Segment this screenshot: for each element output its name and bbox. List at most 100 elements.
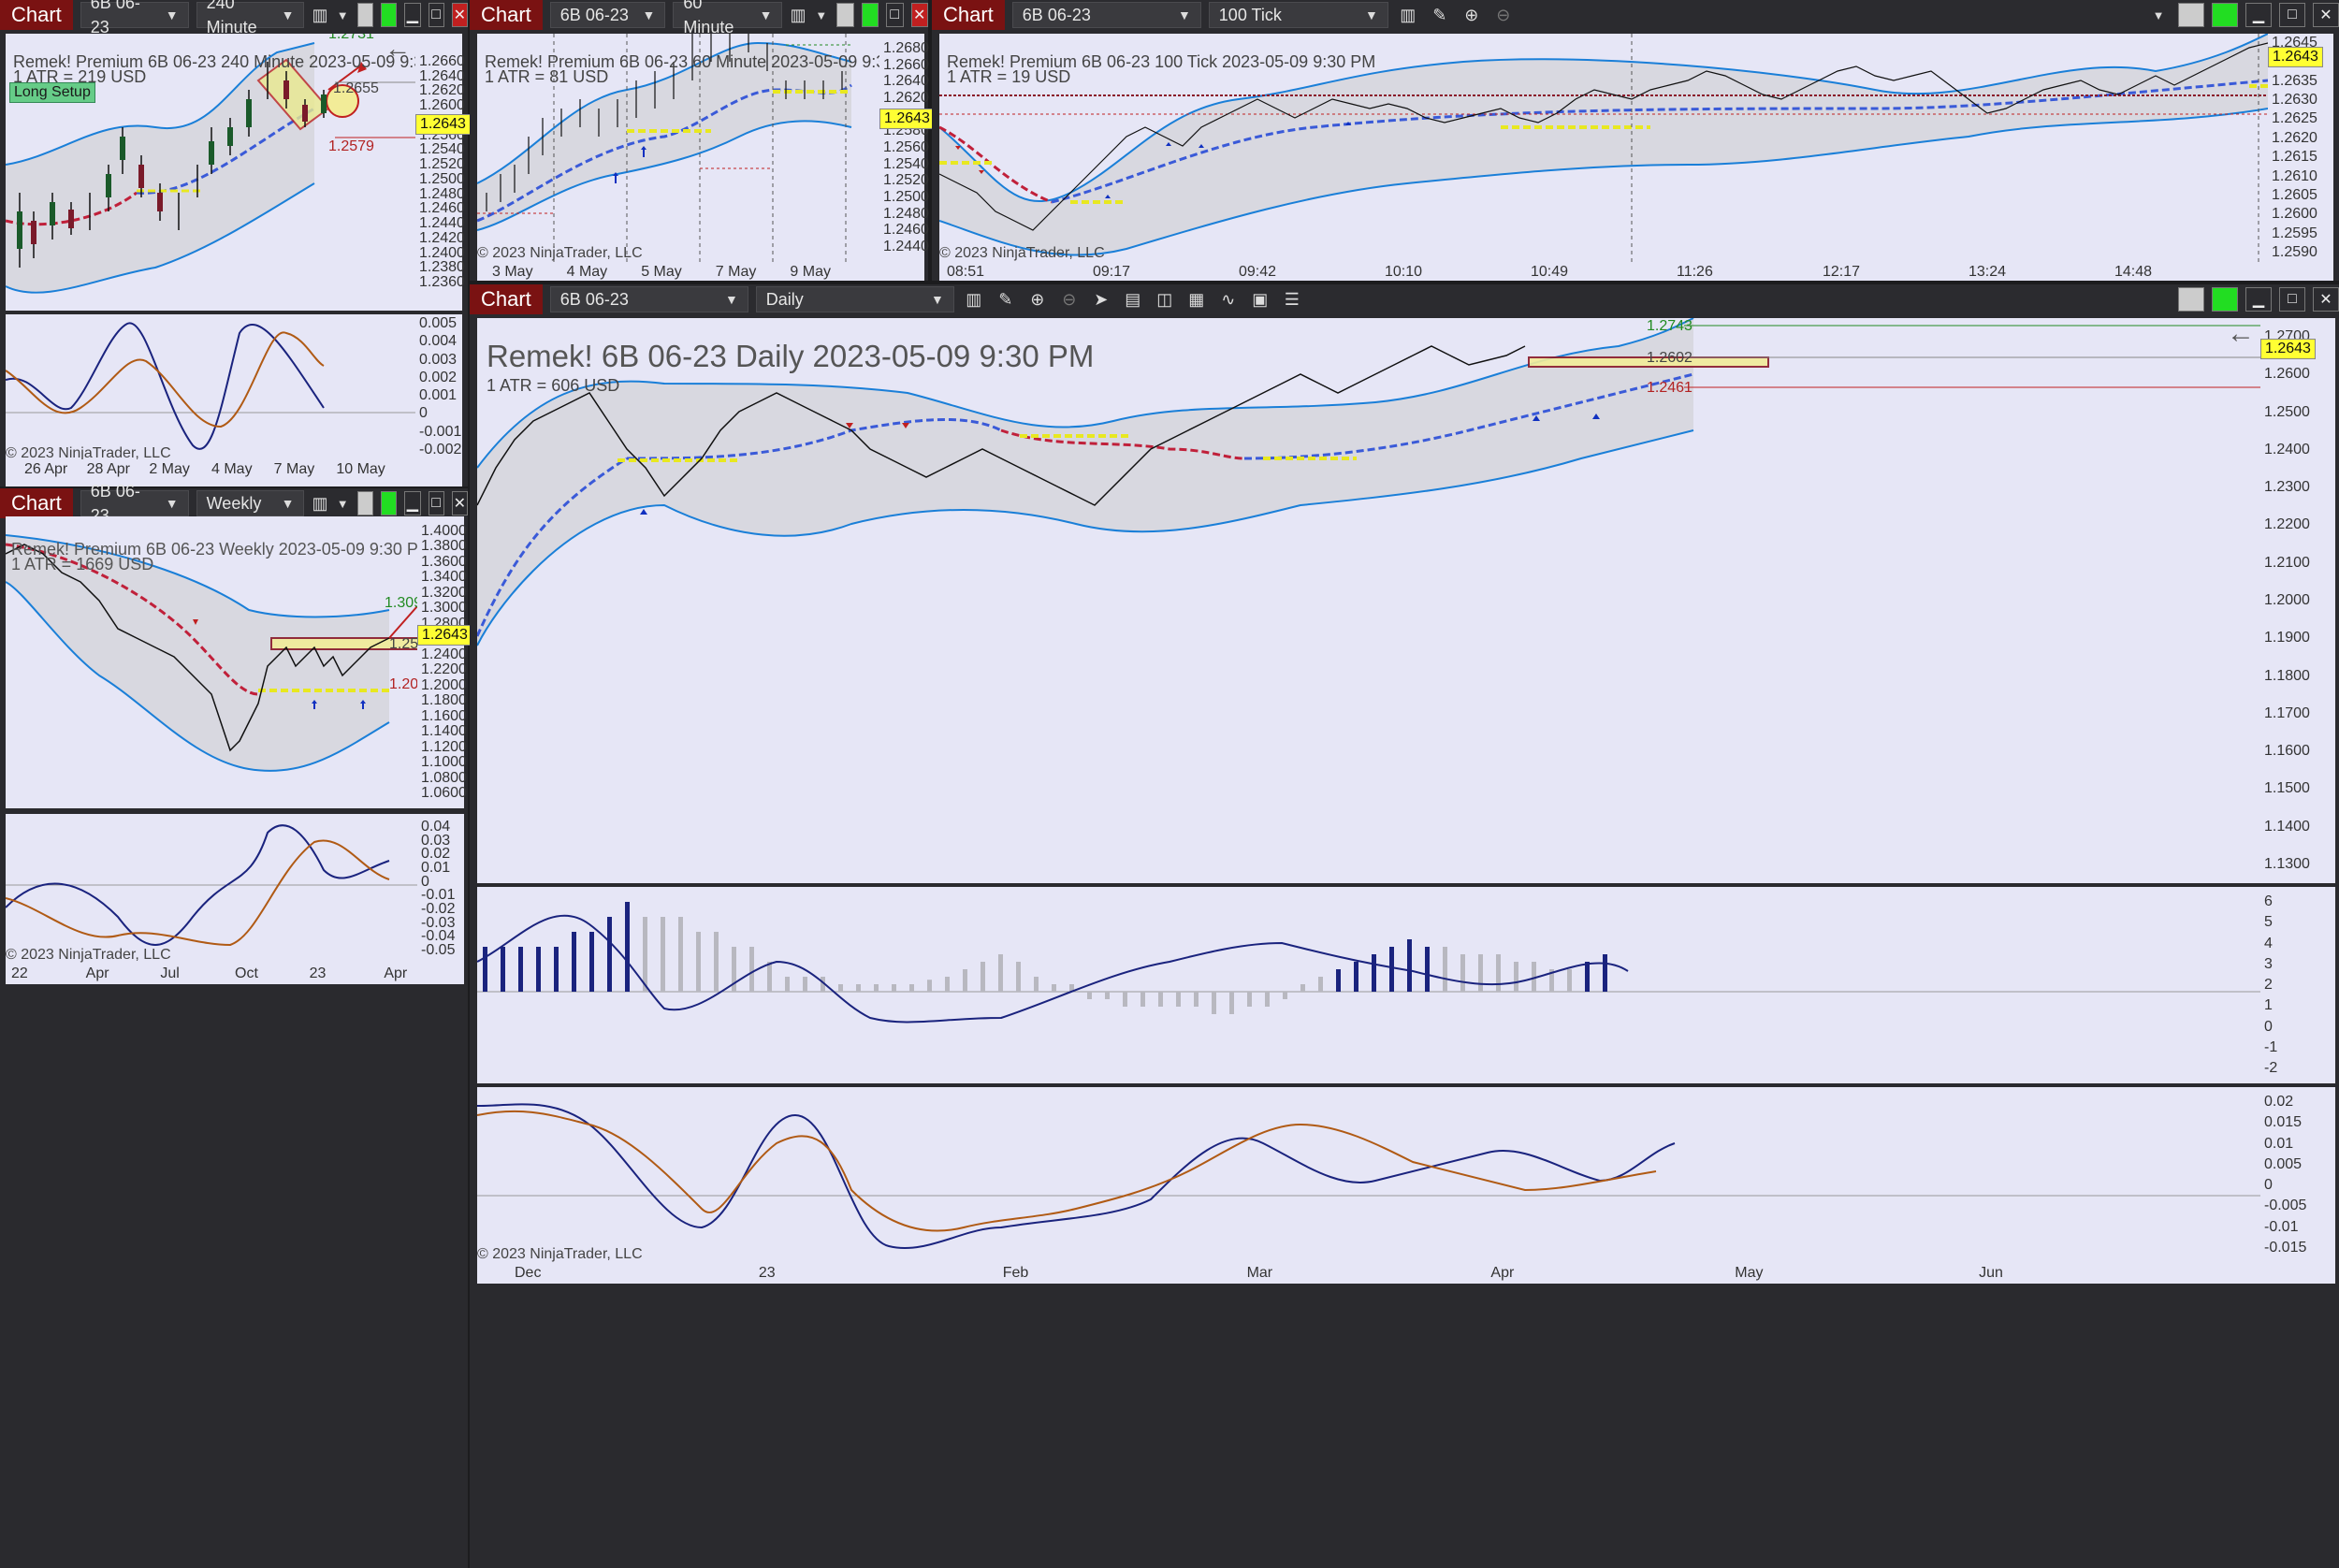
data-box-icon[interactable]: ▤ bbox=[1125, 289, 1141, 309]
y-tick-label: 1.2610 bbox=[2272, 167, 2317, 184]
chart-label[interactable]: Chart bbox=[470, 284, 543, 314]
y-tick-label: 1.2560 bbox=[883, 139, 929, 155]
window-linking-icon[interactable] bbox=[356, 3, 373, 27]
zoom-out-icon[interactable]: ⊖ bbox=[1496, 5, 1511, 24]
copyright-text: © 2023 NinjaTrader, LLC bbox=[6, 947, 171, 963]
chart-label[interactable]: Chart bbox=[0, 488, 73, 518]
pointer-icon[interactable]: ➤ bbox=[1094, 289, 1109, 309]
chart-label[interactable]: Chart bbox=[0, 0, 73, 30]
bar-type-icon[interactable]: ▥ bbox=[966, 289, 982, 309]
close-icon[interactable]: ✕ bbox=[2313, 287, 2339, 312]
instrument-value: 6B 06-23 bbox=[559, 290, 629, 309]
bar-type-icon[interactable]: ▥ bbox=[312, 493, 328, 513]
maximize-icon[interactable]: □ bbox=[428, 3, 444, 27]
link-color-icon[interactable] bbox=[381, 3, 398, 27]
y-tick-label: 1.2000 bbox=[2264, 592, 2310, 608]
histogram-bar bbox=[1123, 992, 1127, 1007]
price-panel[interactable]: Remek! Premium 6B 06-23 100 Tick 2023-05… bbox=[939, 34, 2268, 262]
instrument-selector[interactable]: 6B 06-23 ▼ bbox=[549, 286, 748, 312]
maximize-icon[interactable]: □ bbox=[428, 491, 444, 515]
maximize-icon[interactable]: □ bbox=[2279, 287, 2305, 312]
draw-tool-icon[interactable]: ✎ bbox=[998, 289, 1013, 309]
y-tick-label: 1.2600 bbox=[2272, 206, 2317, 223]
price-axis[interactable]: 1.2700 1.2600 1.2500 1.2400 1.2300 1.2200 1.21… bbox=[2260, 318, 2335, 883]
instrument-selector[interactable]: 6B 06-23 ▼ bbox=[80, 482, 189, 525]
maximize-icon[interactable]: □ bbox=[2279, 3, 2305, 27]
oscillator-chart bbox=[6, 824, 417, 947]
period-selector[interactable]: Daily ▼ bbox=[755, 286, 954, 312]
back-arrow-icon[interactable]: ← bbox=[385, 34, 411, 63]
minimize-icon[interactable]: ▁ bbox=[404, 491, 421, 515]
histogram-bar bbox=[1265, 992, 1270, 1007]
minimize-icon[interactable]: ▁ bbox=[2245, 3, 2272, 27]
window-linking-icon[interactable] bbox=[2178, 3, 2204, 27]
dropdown-icon[interactable]: ▼ bbox=[2152, 7, 2165, 22]
period-selector[interactable]: 100 Tick ▼ bbox=[1208, 2, 1388, 28]
indicator-icon[interactable]: ∿ bbox=[1221, 289, 1236, 309]
link-color-icon[interactable] bbox=[2212, 3, 2238, 27]
strategy-icon[interactable]: ▦ bbox=[1188, 289, 1205, 309]
x-tick-label: Oct bbox=[235, 965, 258, 981]
histogram-bar bbox=[1514, 962, 1518, 992]
zoom-out-icon[interactable]: ⊖ bbox=[1062, 289, 1077, 309]
y-tick-label: 1.2200 bbox=[2264, 516, 2310, 533]
bar-type-icon[interactable]: ▥ bbox=[1400, 5, 1416, 24]
y-tick-label: 1.3600 bbox=[421, 553, 467, 570]
chart-label[interactable]: Chart bbox=[932, 0, 1005, 30]
oscillator-panel[interactable]: © 2023 NinjaTrader, LLC bbox=[6, 314, 415, 459]
instrument-value: 6B 06-23 bbox=[1022, 6, 1091, 24]
chevron-down-icon: ▼ bbox=[165, 7, 179, 22]
histogram-bar bbox=[1603, 954, 1607, 992]
instrument-selector[interactable]: 6B 06-23 ▼ bbox=[80, 0, 189, 36]
period-selector[interactable]: Weekly ▼ bbox=[196, 490, 305, 516]
price-panel[interactable]: Remek! Premium 6B 06-23 60 Minute 2023-0… bbox=[477, 34, 879, 262]
link-color-icon[interactable] bbox=[381, 491, 398, 515]
window-linking-icon[interactable] bbox=[2178, 287, 2204, 312]
price-panel[interactable]: Remek! Premium 6B 06-23 Weekly 2023-05-0… bbox=[6, 516, 417, 808]
properties-icon[interactable]: ◫ bbox=[1156, 289, 1173, 309]
bar-type-icon[interactable]: ▥ bbox=[312, 5, 328, 24]
histogram-bar bbox=[909, 984, 914, 992]
histogram-panel[interactable] bbox=[477, 887, 2260, 1083]
y-tick-label: 1.0800 bbox=[421, 769, 467, 786]
close-icon[interactable]: ✕ bbox=[451, 3, 468, 27]
price-axis[interactable]: 1.26451.26401.26351.26301.26251.26201.26… bbox=[2268, 34, 2333, 262]
period-selector[interactable]: 60 Minute ▼ bbox=[673, 0, 783, 36]
instrument-selector[interactable]: 6B 06-23 ▼ bbox=[1011, 2, 1201, 28]
price-axis[interactable]: 1.26601.26401.26201.26001.25801.25601.25… bbox=[415, 34, 471, 311]
link-color-icon[interactable] bbox=[861, 3, 879, 27]
y-tick-label: 0 bbox=[2264, 1018, 2273, 1035]
dropdown-icon[interactable]: ▼ bbox=[336, 496, 349, 511]
price-panel[interactable]: Remek! Premium 6B 06-23 240 Minute 2023-… bbox=[6, 34, 415, 311]
templates-icon[interactable]: ▣ bbox=[1252, 289, 1269, 309]
chart-label[interactable]: Chart bbox=[470, 0, 543, 30]
dropdown-icon[interactable]: ▼ bbox=[815, 7, 828, 22]
dropdown-icon[interactable]: ▼ bbox=[336, 7, 349, 22]
histogram-bar bbox=[892, 984, 896, 992]
close-icon[interactable]: ✕ bbox=[2313, 3, 2339, 27]
oscillator-panel[interactable]: © 2023 NinjaTrader, LLC bbox=[6, 814, 417, 964]
price-axis[interactable]: 1.4000 1.3800 1.3600 1.3400 1.3200 1.3000 1.28… bbox=[417, 516, 472, 808]
list-icon[interactable]: ☰ bbox=[1284, 289, 1300, 309]
minimize-icon[interactable]: ▁ bbox=[404, 3, 421, 27]
close-icon[interactable]: ✕ bbox=[910, 3, 928, 27]
instrument-selector[interactable]: 6B 06-23 ▼ bbox=[549, 2, 666, 28]
draw-tool-icon[interactable]: ✎ bbox=[1432, 5, 1447, 24]
minimize-icon[interactable]: ▁ bbox=[2245, 287, 2272, 312]
close-icon[interactable]: ✕ bbox=[451, 491, 468, 515]
link-color-icon[interactable] bbox=[2212, 287, 2238, 312]
price-panel[interactable]: Remek! 6B 06-23 Daily 2023-05-09 9:30 PM… bbox=[477, 318, 2260, 883]
y-tick-label: -0.005 bbox=[2264, 1198, 2307, 1214]
window-linking-icon[interactable] bbox=[836, 3, 854, 27]
zoom-in-icon[interactable]: ⊕ bbox=[1030, 289, 1045, 309]
period-selector[interactable]: 240 Minute ▼ bbox=[196, 0, 305, 36]
x-tick-label: 14:48 bbox=[2114, 264, 2153, 280]
window-linking-icon[interactable] bbox=[356, 491, 373, 515]
price-axis[interactable]: 1.26801.26601.26401.26201.26001.25801.25… bbox=[879, 34, 935, 262]
oscillator-panel[interactable]: © 2023 NinjaTrader, LLC bbox=[477, 1087, 2260, 1263]
back-arrow-icon[interactable]: ← bbox=[2227, 318, 2255, 349]
bar-type-icon[interactable]: ▥ bbox=[790, 5, 806, 24]
zoom-in-icon[interactable]: ⊕ bbox=[1464, 5, 1479, 24]
y-tick-label: 5 bbox=[2264, 914, 2273, 931]
maximize-icon[interactable]: □ bbox=[886, 3, 904, 27]
